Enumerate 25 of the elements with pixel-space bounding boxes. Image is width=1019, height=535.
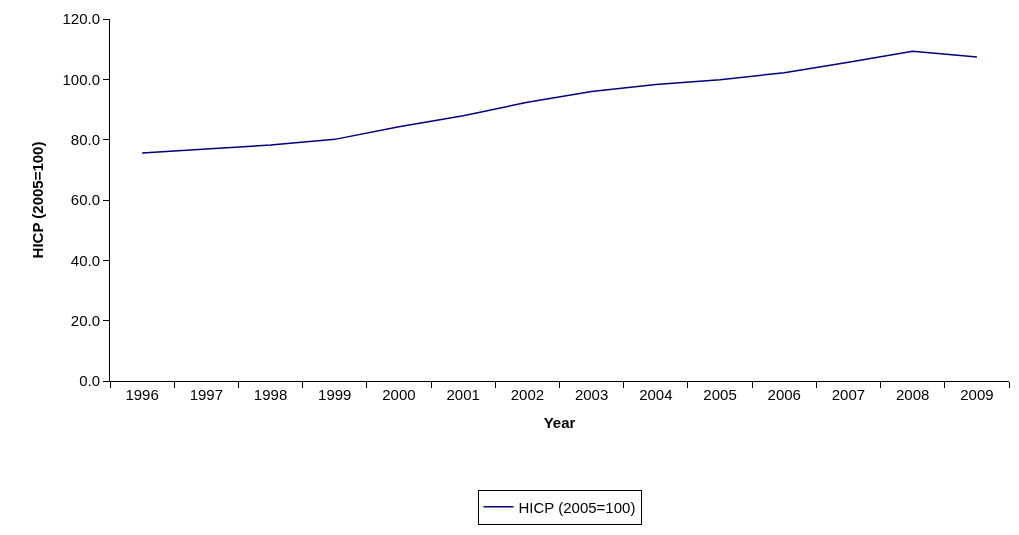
x-tick-label: 2003	[574, 386, 609, 403]
y-tick-label: 20.0	[70, 311, 100, 329]
x-tick-label: 2000	[382, 386, 416, 403]
x-tick-label: 2005	[703, 386, 737, 403]
x-tick-label: 1997	[189, 386, 224, 403]
x-tick-label: 2006	[767, 386, 801, 403]
x-tick-label: 1996	[125, 386, 159, 403]
line-series	[141, 50, 978, 154]
y-tick-label: 100.0	[62, 70, 100, 88]
x-tick-label: 1998	[253, 386, 288, 403]
y-tick-label: 40.0	[70, 251, 100, 269]
x-tick-label: 2009	[960, 386, 994, 403]
x-tick-label: 2002	[510, 386, 545, 403]
x-axis-title: Year	[543, 414, 576, 431]
x-tick-label: 2004	[639, 386, 673, 403]
x-tick-label: 2007	[831, 386, 866, 403]
y-tick-label: 0.0	[79, 372, 100, 390]
y-tick-label: 80.0	[70, 130, 100, 148]
legend-label: HICP (2005=100)	[518, 498, 636, 516]
x-tick-label: 2001	[446, 386, 480, 403]
y-tick-label: 60.0	[70, 191, 100, 209]
x-tick-label: 2008	[895, 386, 930, 403]
y-tick-label: 120.0	[62, 10, 100, 28]
x-tick-label: 1999	[318, 386, 352, 403]
y-axis-title: HICP (2005=100)	[28, 141, 46, 259]
